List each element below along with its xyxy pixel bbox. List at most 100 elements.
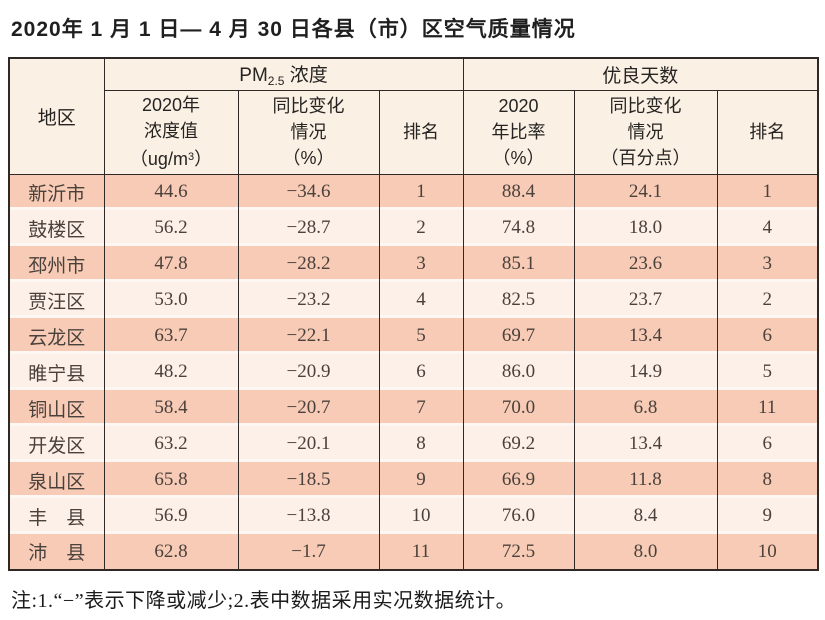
pm-rank-cell: 3: [378, 246, 464, 282]
region-cell: 铜山区: [8, 390, 105, 426]
pm-change-cell: −28.2: [237, 246, 380, 282]
table-row: 丰 县 56.9 −13.8 10 76.0 8.4 9: [8, 498, 819, 534]
header-line: （百分点）: [600, 148, 691, 168]
table-row: 铜山区 58.4 −20.7 7 70.0 6.8 11: [8, 390, 819, 426]
good-days-rank-cell: 6: [716, 318, 819, 354]
header-line: （%）: [492, 148, 545, 168]
pm-rank-cell: 2: [378, 210, 464, 246]
pm-change-cell: −20.7: [237, 390, 380, 426]
pm-rank-cell: 11: [378, 534, 464, 570]
good-days-ratio-cell: 70.0: [462, 390, 575, 426]
pm-concentration-cell: 56.2: [103, 210, 239, 246]
region-cell: 新沂市: [8, 174, 105, 210]
pm-rank-cell: 4: [378, 282, 464, 318]
table-row: 鼓楼区 56.2 −28.7 2 74.8 18.0 4: [8, 210, 819, 246]
header-line: 同比变化: [609, 96, 682, 116]
good-days-rank-cell: 8: [716, 462, 819, 498]
pm-concentration-cell: 58.4: [103, 390, 239, 426]
region-cell: 睢宁县: [8, 354, 105, 390]
good-days-change-cell: 24.1: [573, 174, 718, 210]
good-days-rank-cell: 10: [716, 534, 819, 570]
pm-change-cell: −28.7: [237, 210, 380, 246]
table-row: 邳州市 47.8 −28.2 3 85.1 23.6 3: [8, 246, 819, 282]
header-line: 同比变化: [272, 96, 345, 116]
pm-subscript: 2.5: [267, 74, 285, 89]
region-cell: 丰 县: [8, 498, 105, 534]
header-line: 情况: [290, 122, 327, 142]
pm-change-cell: −20.9: [237, 354, 380, 390]
good-days-ratio-cell: 85.1: [462, 246, 575, 282]
pm-change-cell: −34.6: [237, 174, 380, 210]
header-region: 地区: [8, 57, 105, 175]
good-days-rank-cell: 2: [716, 282, 819, 318]
good-days-rank-cell: 4: [716, 210, 819, 246]
table-row: 贾汪区 53.0 −23.2 4 82.5 23.7 2: [8, 282, 819, 318]
header-line: 浓度值: [144, 121, 198, 141]
pm-label: PM: [239, 65, 268, 87]
table-header: 地区 PM2.5 浓度 优良天数 2020年 浓度值 （ug/m3） 同比变化 …: [8, 57, 819, 175]
pm-change-cell: −22.1: [237, 318, 380, 354]
good-days-change-cell: 13.4: [573, 318, 718, 354]
header-line: 2020年: [141, 95, 201, 115]
sub-header-row: 2020年 浓度值 （ug/m3） 同比变化 情况 （%） 排名 2020 年比…: [9, 89, 819, 175]
header-line: （ug/m: [129, 149, 188, 169]
pm-concentration-cell: 62.8: [103, 534, 239, 570]
pm-rank-cell: 6: [378, 354, 464, 390]
region-cell: 云龙区: [8, 318, 105, 354]
pm-concentration-cell: 44.6: [103, 174, 239, 210]
good-days-change-cell: 13.4: [573, 426, 718, 462]
pm-rank-cell: 1: [378, 174, 464, 210]
region-cell: 鼓楼区: [8, 210, 105, 246]
table-row: 云龙区 63.7 −22.1 5 69.7 13.4 6: [8, 318, 819, 354]
header-good-rank: 排名: [716, 89, 819, 175]
good-days-change-cell: 18.0: [573, 210, 718, 246]
cube-superscript: 3: [187, 151, 195, 163]
good-days-ratio-cell: 76.0: [462, 498, 575, 534]
good-days-ratio-cell: 72.5: [462, 534, 575, 570]
pm-change-cell: −20.1: [237, 426, 380, 462]
header-good-days-group: 优良天数: [462, 57, 819, 91]
region-cell: 泉山区: [8, 462, 105, 498]
pm-change-cell: −1.7: [237, 534, 380, 570]
group-header-row: 地区 PM2.5 浓度 优良天数: [8, 57, 819, 175]
header-line: 2020: [498, 96, 539, 116]
header-good-change: 同比变化 情况 （百分点）: [573, 89, 718, 175]
table-row: 泉山区 65.8 −18.5 9 66.9 11.8 8: [8, 462, 819, 498]
header-pm-group: PM2.5 浓度: [103, 57, 464, 91]
header-pm-value: 2020年 浓度值 （ug/m3）: [103, 89, 239, 175]
pm-label-rest: 浓度: [284, 65, 328, 87]
pm-change-cell: −18.5: [237, 462, 380, 498]
good-days-change-cell: 8.0: [573, 534, 718, 570]
good-days-rank-cell: 5: [716, 354, 819, 390]
table-row: 睢宁县 48.2 −20.9 6 86.0 14.9 5: [8, 354, 819, 390]
page-title: 2020年 1 月 1 日— 4 月 30 日各县（市）区空气质量情况: [11, 18, 576, 41]
pm-concentration-cell: 65.8: [103, 462, 239, 498]
pm-concentration-cell: 48.2: [103, 354, 239, 390]
good-days-rank-cell: 9: [716, 498, 819, 534]
header-line: 年比率: [491, 122, 546, 142]
good-days-change-cell: 23.7: [573, 282, 718, 318]
table-row: 开发区 63.2 −20.1 8 69.2 13.4 6: [8, 426, 819, 462]
header-line: （%）: [282, 148, 335, 168]
header-good-ratio: 2020 年比率 （%）: [462, 89, 575, 175]
pm-concentration-cell: 63.7: [103, 318, 239, 354]
pm-rank-cell: 9: [378, 462, 464, 498]
good-days-ratio-cell: 86.0: [462, 354, 575, 390]
region-cell: 邳州市: [8, 246, 105, 282]
good-days-change-cell: 8.4: [573, 498, 718, 534]
pm-rank-cell: 5: [378, 318, 464, 354]
good-days-rank-cell: 11: [716, 390, 819, 426]
pm-concentration-cell: 63.2: [103, 426, 239, 462]
good-days-rank-cell: 6: [716, 426, 819, 462]
good-days-ratio-cell: 82.5: [462, 282, 575, 318]
pm-rank-cell: 8: [378, 426, 464, 462]
header-pm-rank: 排名: [378, 89, 464, 175]
table-row: 沛 县 62.8 −1.7 11 72.5 8.0 10: [8, 534, 819, 570]
good-days-rank-cell: 3: [716, 246, 819, 282]
pm-change-cell: −13.8: [237, 498, 380, 534]
air-quality-table: 地区 PM2.5 浓度 优良天数 2020年 浓度值 （ug/m3） 同比变化 …: [8, 57, 820, 571]
table-row: 新沂市 44.6 −34.6 1 88.4 24.1 1: [8, 174, 819, 210]
good-days-ratio-cell: 69.2: [462, 426, 575, 462]
pm-rank-cell: 10: [378, 498, 464, 534]
